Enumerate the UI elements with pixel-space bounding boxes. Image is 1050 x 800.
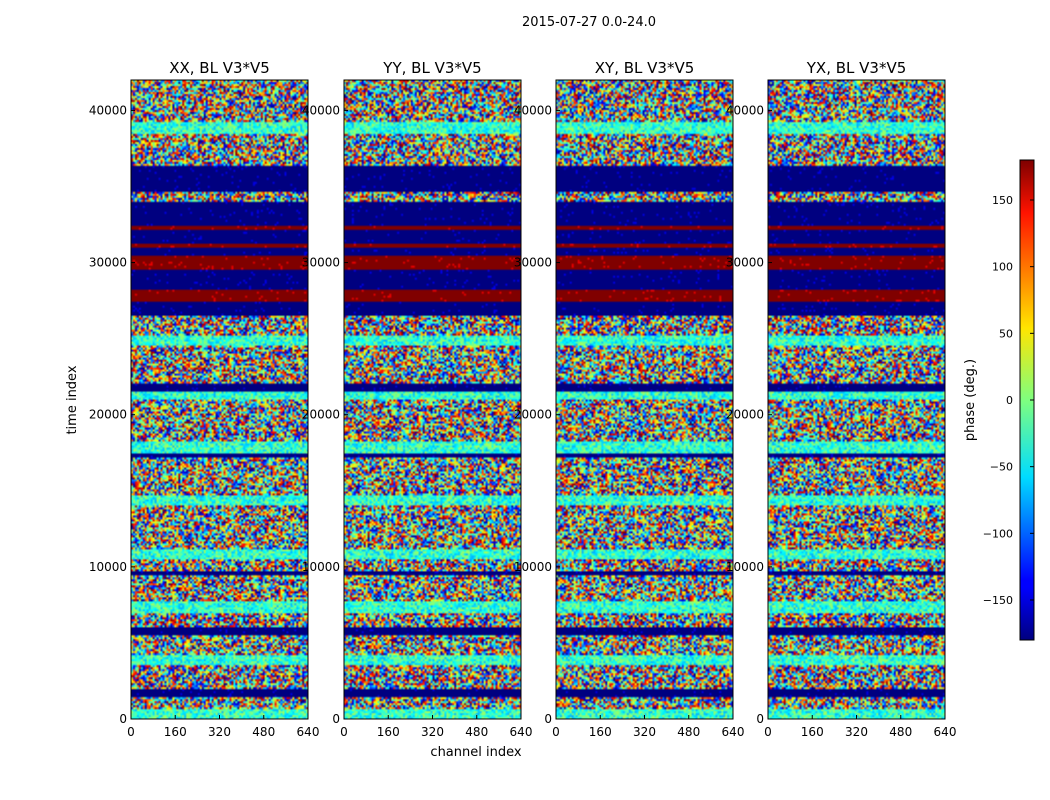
colorbar-label: phase (deg.) <box>963 359 978 441</box>
x-axis-label: channel index <box>430 745 521 760</box>
y-tick-label: 10000 <box>726 560 764 574</box>
x-tick-label: 480 <box>677 725 700 739</box>
colorbar-tick-label: −100 <box>983 527 1013 540</box>
y-tick-label: 30000 <box>89 256 127 270</box>
panel-2: YY, BL V3*V5 0 160 320 480 640 0 10000 20000 3000… <box>302 59 533 739</box>
y-tick-label: 10000 <box>514 560 552 574</box>
x-tick-label: 640 <box>510 725 533 739</box>
y-tick-label: 40000 <box>514 103 552 117</box>
y-tick-label: 30000 <box>302 256 340 270</box>
x-tick-label: 160 <box>589 725 612 739</box>
x-tick-label: 320 <box>421 725 444 739</box>
y-tick-label: 20000 <box>89 408 127 422</box>
panel-4: YX, BL V3*V5 0 160 320 480 640 0 10000 20000 3000… <box>726 59 957 739</box>
heatmap-image <box>344 80 521 719</box>
x-tick-label: 320 <box>633 725 656 739</box>
y-tick-label: 40000 <box>89 103 127 117</box>
y-tick-label: 0 <box>756 712 764 726</box>
x-tick-label: 320 <box>845 725 868 739</box>
y-tick-label: 20000 <box>302 408 340 422</box>
heatmap-image <box>556 80 733 719</box>
y-tick-label: 10000 <box>302 560 340 574</box>
panel-title: XX, BL V3*V5 <box>169 59 270 77</box>
panel-title: YY, BL V3*V5 <box>382 59 481 77</box>
x-tick-label: 160 <box>377 725 400 739</box>
x-tick-label: 640 <box>722 725 745 739</box>
colorbar: 150 100 50 0 −50 −100 −150 phase (deg.) <box>963 159 1035 641</box>
y-tick-label: 40000 <box>726 103 764 117</box>
panel-title: XY, BL V3*V5 <box>595 59 695 77</box>
x-tick-label: 320 <box>208 725 231 739</box>
y-tick-label: 30000 <box>514 256 552 270</box>
heatmap-image <box>768 80 945 719</box>
panel-3: XY, BL V3*V5 0 160 320 480 640 0 10000 20000 3000… <box>514 59 745 739</box>
x-tick-label: 0 <box>552 725 560 739</box>
y-tick-label: 0 <box>119 712 127 726</box>
colorbar-tick-label: −150 <box>983 594 1013 607</box>
colorbar-tick-label: 100 <box>992 261 1013 274</box>
colorbar-ticks: 150 100 50 0 −50 −100 −150 <box>983 194 1034 607</box>
colorbar-tick-label: −50 <box>990 461 1013 474</box>
colorbar-tick-label: 150 <box>992 194 1013 207</box>
y-tick-label: 0 <box>332 712 340 726</box>
panels: XX, BL V3*V5 0 160 320 480 640 0 10000 20000 3000… <box>89 59 957 739</box>
x-tick-label: 0 <box>127 725 135 739</box>
x-tick-label: 480 <box>465 725 488 739</box>
x-tick-label: 160 <box>801 725 824 739</box>
x-tick-label: 480 <box>889 725 912 739</box>
colorbar-tick-label: 0 <box>1006 394 1013 407</box>
x-tick-label: 160 <box>164 725 187 739</box>
heatmap-image <box>131 80 308 719</box>
y-tick-label: 30000 <box>726 256 764 270</box>
x-tick-label: 0 <box>764 725 772 739</box>
x-tick-label: 0 <box>340 725 348 739</box>
x-tick-label: 480 <box>252 725 275 739</box>
y-tick-label: 10000 <box>89 560 127 574</box>
figure-suptitle: 2015-07-27 0.0-24.0 <box>522 15 656 30</box>
x-tick-label: 640 <box>934 725 957 739</box>
y-tick-label: 40000 <box>302 103 340 117</box>
y-tick-label: 20000 <box>514 408 552 422</box>
y-tick-label: 20000 <box>726 408 764 422</box>
panel-1: XX, BL V3*V5 0 160 320 480 640 0 10000 20000 3000… <box>89 59 320 739</box>
colorbar-tick-label: 50 <box>999 327 1013 340</box>
y-axis-label: time index <box>65 365 80 434</box>
y-tick-label: 0 <box>544 712 552 726</box>
x-tick-label: 640 <box>297 725 320 739</box>
panel-title: YX, BL V3*V5 <box>806 59 907 77</box>
